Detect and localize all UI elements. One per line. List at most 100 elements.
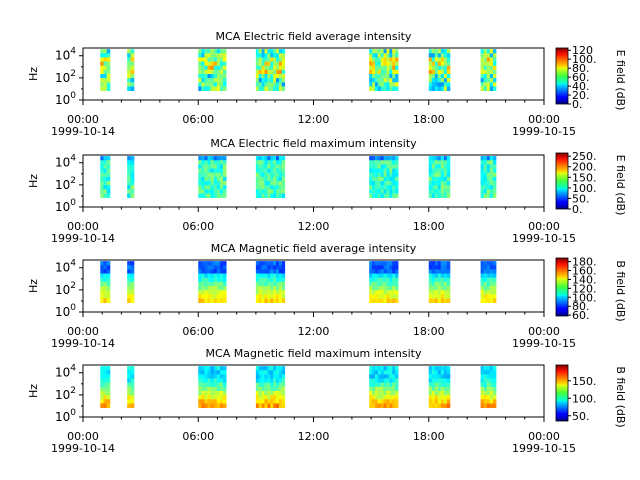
spectrogram-cell (103, 49, 108, 54)
spectrogram-cell (130, 172, 135, 178)
spectrogram-cell (103, 298, 108, 303)
spectrogram-cell (223, 273, 227, 279)
spectrogram-cell (276, 193, 280, 198)
spectrogram-cell (492, 395, 497, 400)
spectrogram-cell (273, 176, 277, 182)
spectrogram-cell (267, 181, 271, 186)
spectrogram-cell (446, 298, 451, 303)
spectrogram-cell (483, 156, 488, 161)
spectrogram-cell (278, 374, 283, 379)
spectrogram-cell (216, 160, 221, 165)
spectrogram-cell (443, 273, 448, 279)
spectrogram-cell (223, 298, 227, 303)
spectrogram-cell (127, 78, 131, 83)
spectrogram-cell (389, 53, 393, 58)
spectrogram-cell (207, 378, 212, 384)
spectrogram-cell (258, 78, 263, 83)
spectrogram-cell (431, 374, 436, 379)
spectrogram-cell (216, 370, 221, 375)
spectrogram-cell (258, 273, 263, 279)
spectrogram-cell (480, 57, 485, 62)
spectrogram-cell (106, 265, 111, 270)
spectrogram-cell (267, 69, 271, 75)
spectrogram-cell (386, 273, 390, 279)
spectrogram-cell (386, 61, 390, 67)
spectrogram-cell (281, 65, 286, 71)
spectrogram-cell (389, 156, 393, 161)
spectrogram-cell (437, 294, 442, 299)
spectrogram-strip (127, 261, 135, 303)
spectrogram-cell (106, 366, 111, 371)
spectrogram-cell (489, 181, 494, 186)
spectrogram-cell (213, 382, 218, 388)
spectrogram-cell (103, 395, 108, 400)
spectrogram-cell (392, 391, 396, 396)
spectrogram-cell (395, 172, 399, 178)
spectrogram-cell (480, 49, 485, 54)
spectrogram-cell (489, 370, 494, 375)
spectrogram-cell (443, 261, 448, 266)
spectrogram-cell (267, 366, 271, 371)
spectrogram-cell (210, 403, 215, 408)
spectrogram-cell (204, 382, 208, 388)
spectrogram-cell (428, 382, 433, 388)
spectrogram-cell (103, 386, 108, 392)
spectrogram-cell (434, 160, 439, 165)
colorbar-tick-label: 40. (572, 80, 590, 93)
spectrogram-cell (446, 181, 451, 186)
spectrogram-cell (261, 382, 265, 388)
spectrogram-strip (369, 156, 399, 198)
spectrogram-cell (389, 366, 393, 371)
spectrogram-cell (380, 53, 385, 58)
spectrogram-cell (210, 277, 215, 283)
spectrogram-cell (273, 399, 277, 404)
spectrogram-cell (383, 193, 387, 198)
spectrogram-cell (255, 69, 260, 75)
spectrogram-cell (486, 86, 491, 91)
spectrogram-cell (201, 57, 205, 62)
spectrogram-cell (261, 370, 265, 375)
spectrogram-cell (443, 61, 448, 67)
spectrogram-cell (480, 395, 485, 400)
spectrogram-cell (446, 294, 451, 299)
spectrogram-cell (219, 273, 224, 279)
spectrogram-cell (483, 185, 488, 190)
spectrogram-cell (264, 265, 268, 270)
spectrogram-cell (380, 378, 385, 384)
spectrogram-strip (127, 49, 135, 91)
spectrogram-cell (210, 269, 215, 274)
spectrogram-cell (374, 53, 379, 58)
spectrogram-cell (207, 53, 212, 58)
spectrogram-cell (261, 57, 265, 62)
spectrogram-strip (480, 261, 497, 303)
spectrogram-cell (431, 261, 436, 266)
spectrogram-cell (480, 286, 485, 291)
spectrogram-cell (377, 403, 382, 408)
spectrogram-cell (446, 378, 451, 384)
spectrogram-cell (483, 265, 488, 270)
spectrogram-cell (281, 395, 286, 400)
spectrogram-cell (437, 370, 442, 375)
spectrogram-cell (437, 86, 442, 91)
spectrogram-cell (276, 61, 280, 67)
spectrogram-cell (281, 378, 286, 384)
spectrogram-cell (219, 391, 224, 396)
spectrogram-cell (369, 61, 373, 67)
spectrogram-cell (383, 86, 387, 91)
spectrogram-cell (210, 53, 215, 58)
spectrogram-cell (480, 277, 485, 283)
spectrogram-cell (100, 57, 104, 62)
spectrogram-cell (103, 378, 108, 384)
spectrogram-cell (216, 69, 221, 75)
spectrogram-cell (278, 185, 283, 190)
spectrogram-cell (434, 74, 439, 79)
spectrogram-cell (489, 294, 494, 299)
spectrogram-cell (267, 49, 271, 54)
spectrogram-cell (486, 269, 491, 274)
spectrogram-cell (255, 185, 260, 190)
spectrogram-cell (278, 65, 283, 71)
spectrogram-cell (273, 164, 277, 169)
spectrogram-cell (428, 168, 433, 174)
spectrogram-cell (276, 382, 280, 388)
spectrogram-cell (261, 189, 265, 194)
